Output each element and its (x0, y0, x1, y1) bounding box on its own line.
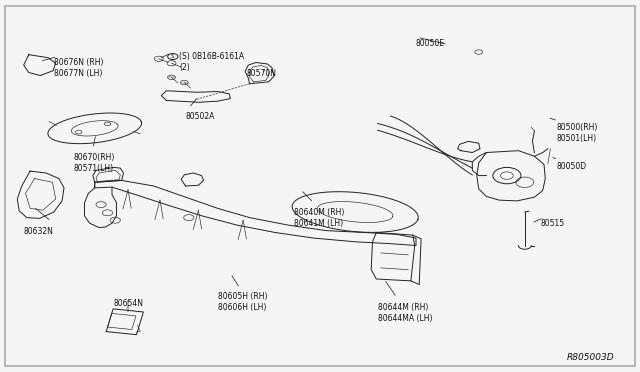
Text: R805003D: R805003D (567, 353, 614, 362)
Text: S: S (171, 54, 175, 59)
Text: 80632N: 80632N (24, 227, 53, 236)
Text: 80670(RH)
80571(LH): 80670(RH) 80571(LH) (74, 153, 115, 173)
Text: 80050D: 80050D (557, 162, 587, 171)
Text: 80050E: 80050E (416, 39, 445, 48)
Text: 80640M (RH)
80641M (LH): 80640M (RH) 80641M (LH) (294, 208, 345, 228)
Text: 80654N: 80654N (113, 299, 143, 308)
Text: 80500(RH)
80501(LH): 80500(RH) 80501(LH) (557, 123, 598, 143)
Text: 80676N (RH)
80677N (LH): 80676N (RH) 80677N (LH) (54, 58, 104, 78)
Text: 80515: 80515 (541, 219, 565, 228)
Text: 80570N: 80570N (246, 69, 276, 78)
Text: 80605H (RH)
80606H (LH): 80605H (RH) 80606H (LH) (218, 292, 267, 312)
Text: 80502A: 80502A (186, 112, 215, 121)
Text: 80644M (RH)
80644MA (LH): 80644M (RH) 80644MA (LH) (378, 303, 432, 323)
Text: (S) 0B16B-6161A
(2): (S) 0B16B-6161A (2) (179, 52, 244, 72)
